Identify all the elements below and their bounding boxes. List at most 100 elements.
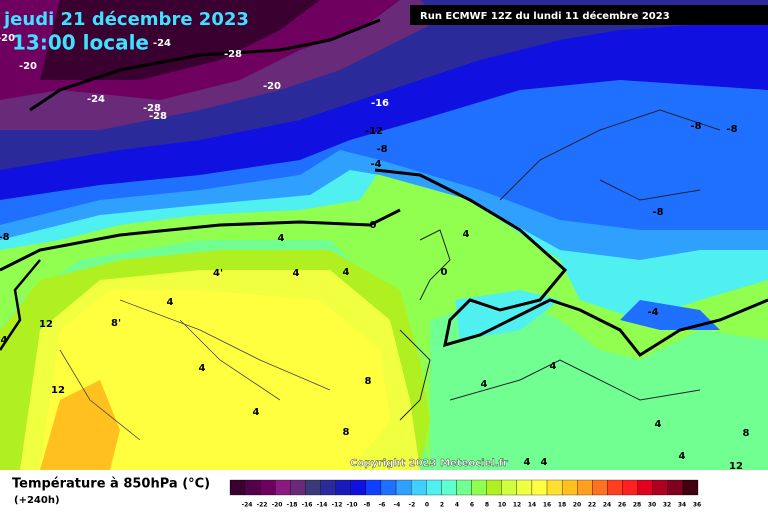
contour-label: 8' xyxy=(111,318,121,329)
color-swatch xyxy=(622,479,638,496)
color-scale: -24 -22 -20 -18 -16 -14 -12 -10 -8 -6 -4 -2 0 2 4 6 8 10 1… xyxy=(229,479,701,509)
scale-label: 8 xyxy=(485,502,489,509)
contour-label: -4 xyxy=(647,307,658,318)
contour-labels: -20-24-28-20-20-24-28-28-16-12-8-4-8-8-8… xyxy=(0,33,750,472)
color-swatch xyxy=(652,479,668,496)
contour-label: 12 xyxy=(39,319,53,330)
contour-label: 12 xyxy=(729,461,743,472)
contour-label: 4 xyxy=(524,457,531,468)
scale-label: 0 xyxy=(425,502,429,509)
map-background xyxy=(0,0,768,470)
contour-label: 0 xyxy=(370,220,377,231)
legend-title: Température à 850hPa (°C) xyxy=(12,477,210,492)
contour-label: -8 xyxy=(652,207,663,218)
color-swatch xyxy=(637,479,653,496)
contour-label: 4 xyxy=(167,297,174,308)
scale-label: 20 xyxy=(573,502,581,509)
run-info: Run ECMWF 12Z du lundi 11 décembre 2023 xyxy=(420,10,670,22)
contour-label: 4 xyxy=(199,363,206,374)
color-swatch xyxy=(531,479,548,496)
contours-coastlines xyxy=(0,18,768,441)
scale-label: 12 xyxy=(513,502,521,509)
color-swatch xyxy=(516,479,533,496)
forecast-date: jeudi 21 décembre 2023 xyxy=(3,9,249,30)
scale-label: -4 xyxy=(394,502,401,509)
scale-label: 32 xyxy=(663,502,671,509)
contour-label: 4 xyxy=(1,335,8,346)
scale-label: -2 xyxy=(409,502,416,509)
contour-label: -28 xyxy=(149,111,167,122)
color-swatch xyxy=(395,479,412,496)
color-swatch xyxy=(380,479,397,496)
color-swatch xyxy=(275,479,291,496)
scale-label: -24 xyxy=(242,502,253,509)
color-swatch xyxy=(350,479,367,496)
contour-label: -24 xyxy=(87,94,105,105)
scale-label: -22 xyxy=(257,502,268,509)
color-swatch xyxy=(456,479,472,496)
forecast-time: 13:00 locale xyxy=(12,31,149,55)
contour-label: 8 xyxy=(343,427,350,438)
contour-label: 8 xyxy=(743,428,750,439)
color-swatch xyxy=(305,479,321,496)
contour-label: -4 xyxy=(370,159,381,170)
scale-label: 14 xyxy=(528,502,536,509)
color-swatch xyxy=(411,479,427,496)
color-swatch xyxy=(335,479,351,496)
color-swatch xyxy=(426,479,442,496)
scale-label: 18 xyxy=(558,502,566,509)
color-swatch xyxy=(320,479,336,496)
scale-label: -14 xyxy=(317,502,328,509)
contour-label: -8 xyxy=(376,144,387,155)
color-swatch xyxy=(471,479,487,496)
contour-label: 8 xyxy=(365,376,372,387)
scale-label: 2 xyxy=(440,502,444,509)
contour-label: 4 xyxy=(481,379,488,390)
scale-label: -10 xyxy=(347,502,358,509)
legend-subtitle: (+240h) xyxy=(14,495,60,506)
color-swatch xyxy=(501,479,517,496)
color-swatch xyxy=(290,479,306,496)
color-swatch xyxy=(682,479,699,496)
color-swatch xyxy=(441,479,457,496)
scale-label: -18 xyxy=(287,502,298,509)
scale-label: 36 xyxy=(693,502,701,509)
scale-label: -8 xyxy=(364,502,371,509)
color-swatch xyxy=(592,479,608,496)
contour-label: -28 xyxy=(224,49,242,60)
contour-label: -12 xyxy=(365,126,383,137)
scale-label: 10 xyxy=(498,502,506,509)
run-banner xyxy=(410,5,768,25)
scale-label: 26 xyxy=(618,502,626,509)
contour-label: 4 xyxy=(550,361,557,372)
contour-label: -8 xyxy=(0,232,10,243)
contour-label: 4 xyxy=(655,419,662,430)
color-swatch xyxy=(546,479,563,496)
color-swatch xyxy=(260,479,276,496)
contour-label: 4 xyxy=(293,268,300,279)
contour-label: 4 xyxy=(253,407,260,418)
scale-label: 28 xyxy=(633,502,641,509)
contour-label: -8 xyxy=(690,121,701,132)
scale-label: 4 xyxy=(455,502,459,509)
color-swatch xyxy=(667,479,684,496)
scale-label: -20 xyxy=(272,502,283,509)
contour-label: 4 xyxy=(679,451,686,462)
color-swatch xyxy=(607,479,623,496)
contour-label: -24 xyxy=(153,38,171,49)
contour-label: 4 xyxy=(278,233,285,244)
color-swatch xyxy=(244,479,261,496)
contour-label: 0 xyxy=(441,267,448,278)
contour-label: -16 xyxy=(371,98,389,109)
contour-label: 4 xyxy=(343,267,350,278)
contour-label: -20 xyxy=(0,33,15,44)
contour-label: -28 xyxy=(143,103,161,114)
scale-label: -6 xyxy=(379,502,386,509)
contour-label: 4 xyxy=(463,229,470,240)
color-swatch xyxy=(365,479,382,496)
scale-label: 30 xyxy=(648,502,656,509)
scale-label: 24 xyxy=(603,502,611,509)
contour-label: 4 xyxy=(541,457,548,468)
